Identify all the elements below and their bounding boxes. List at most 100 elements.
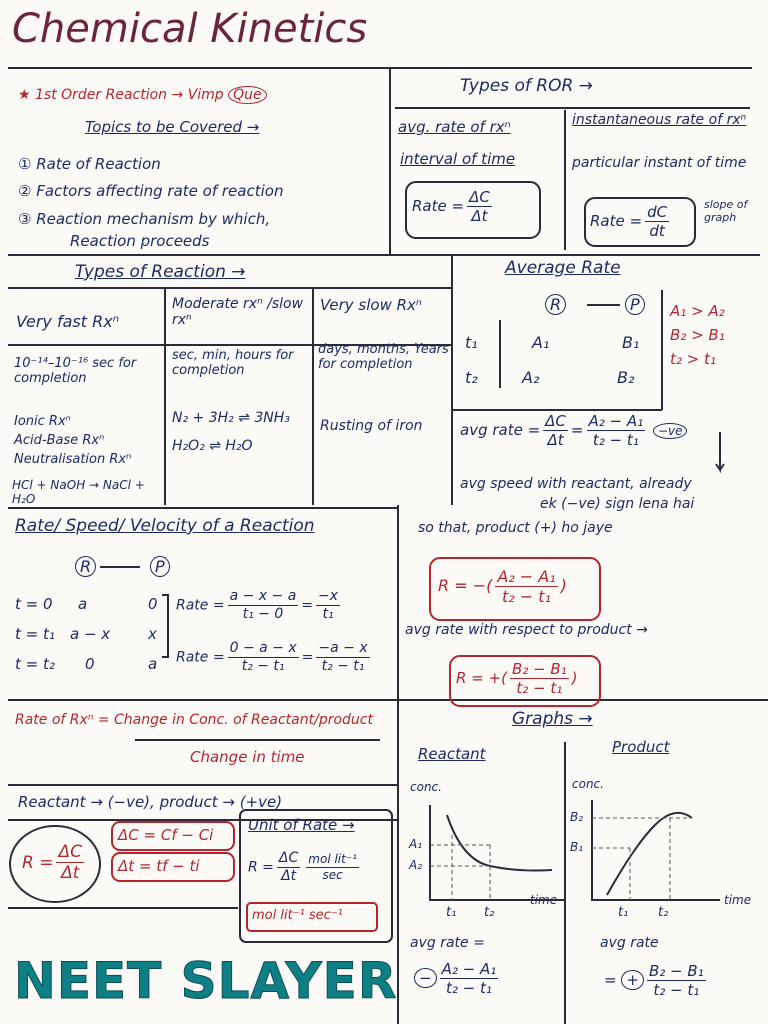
y-tick-label: A₁ xyxy=(409,837,423,851)
graph-avg-formula: − A₂ − A₁ t₂ − t₁ xyxy=(414,960,501,997)
species: P xyxy=(150,556,170,577)
formula-lhs: Rate = xyxy=(590,212,643,230)
completion-time: 10⁻¹⁴–10⁻¹⁶ sec for completion xyxy=(14,356,137,386)
unit-result-box xyxy=(246,902,378,932)
sign-convention: Reactant → (−ve), product → (+ve) xyxy=(18,793,283,811)
numerator: dC xyxy=(645,203,670,222)
formula-lhs: R = +( xyxy=(456,669,507,687)
fraction: a − x − a t₁ − 0 xyxy=(227,588,299,623)
fraction: −x t₁ xyxy=(316,588,341,623)
example: N₂ + 3H₂ ⇌ 3NH₃ xyxy=(172,410,290,426)
formula-box xyxy=(111,821,235,851)
y-label: conc. xyxy=(572,777,604,791)
graphs-title: Graphs → xyxy=(512,709,593,729)
product-note: avg rate with respect to product → xyxy=(405,622,648,638)
sign: −ve xyxy=(652,423,688,439)
relation: t₂ > t₁ xyxy=(670,350,716,368)
cell: a xyxy=(148,655,158,673)
fraction: ΔC Δt xyxy=(276,850,301,885)
fraction: dC dt xyxy=(645,203,670,240)
example: Neutralisation Rxⁿ xyxy=(14,452,132,467)
numerator: −x xyxy=(316,588,341,606)
ror-title: Types of ROR → xyxy=(460,76,593,96)
topics-title: Topics to be Covered → xyxy=(85,118,260,136)
numerator: ΔC xyxy=(543,412,568,431)
ror-inst-note: slope of graph xyxy=(704,198,748,224)
column-heading: Very fast Rxⁿ xyxy=(16,312,120,331)
x-tick-label: t₁ xyxy=(618,905,629,920)
definition-denominator: Change in time xyxy=(190,748,305,766)
species: R xyxy=(545,294,567,315)
equals: = xyxy=(570,421,584,439)
numerator: ΔC xyxy=(56,842,84,864)
rsv-title: Rate/ Speed/ Velocity of a Reaction xyxy=(15,516,315,536)
fraction: ΔC Δt xyxy=(543,412,568,449)
product-curve xyxy=(606,811,693,896)
bracket xyxy=(162,594,169,658)
column-heading: Moderate rxⁿ /slow rxⁿ xyxy=(172,296,304,328)
product-axes xyxy=(591,800,720,901)
denominator: t₂ − t₁ xyxy=(653,981,700,999)
reaction-types-title: Types of Reaction → xyxy=(75,262,246,282)
cell: t₁ xyxy=(465,333,478,352)
y-tick-label: B₂ xyxy=(570,810,584,824)
reactant-label: R xyxy=(545,294,567,315)
relation: A₁ > A₂ xyxy=(670,302,725,320)
reactant-label: R xyxy=(75,556,97,577)
fraction: 0 − a − x t₂ − t₁ xyxy=(227,640,299,675)
denominator: t₂ − t₁ xyxy=(445,979,492,997)
ror-avg-formula: Rate = ΔC Δt xyxy=(412,188,495,225)
formula-lhs: Rate = xyxy=(176,597,225,614)
avg-rate-title: Average Rate xyxy=(505,258,621,278)
denominator: t₂ − t₁ xyxy=(502,587,551,607)
fraction: B₂ − B₁ t₂ − t₁ xyxy=(509,660,569,697)
delta-t: Δt = tf − ti xyxy=(118,857,200,875)
numerator: A₂ − A₁ xyxy=(586,412,646,431)
unit-title: Unit of Rate → xyxy=(248,816,355,834)
topic: ① Rate of Reaction xyxy=(18,155,161,173)
species: P xyxy=(625,294,645,315)
y-tick-label: A₂ xyxy=(409,858,423,872)
denominator: dt xyxy=(649,222,665,240)
cell: a − x xyxy=(70,625,111,643)
sign: − xyxy=(414,968,437,988)
cell: 0 xyxy=(85,655,95,673)
denominator: Δt xyxy=(471,207,488,225)
reactant-rate-formula: R = −(A₂ − A₁ t₂ − t₁) xyxy=(438,567,567,606)
unit-formula: R = ΔC Δt mol lit⁻¹ sec xyxy=(248,850,362,885)
cell: a xyxy=(78,595,88,613)
denominator: t₂ − t₁ xyxy=(592,431,639,449)
denominator: t₂ − t₁ xyxy=(241,657,285,674)
page-title: Chemical Kinetics xyxy=(12,6,368,52)
intro-heading-text: ★ 1st Order Reaction → Vimp xyxy=(18,87,224,103)
cell: t = 0 xyxy=(15,595,53,613)
cell: 0 xyxy=(148,595,158,613)
cell: t₂ xyxy=(465,368,478,387)
cell: B₁ xyxy=(622,333,640,352)
formula-rhs: ) xyxy=(560,576,567,596)
numerator: mol lit⁻¹ xyxy=(306,852,359,868)
denominator: sec xyxy=(322,867,343,882)
badge: Que xyxy=(228,86,267,104)
graph-avg-rate: avg rate = xyxy=(410,935,485,951)
fraction: A₂ − A₁ t₂ − t₁ xyxy=(586,412,646,449)
completion-time: sec, min, hours for completion xyxy=(172,348,294,378)
numerator: a − x − a xyxy=(227,588,299,606)
product-label: P xyxy=(625,294,645,315)
sign: + xyxy=(621,970,644,990)
denominator: t₁ xyxy=(322,605,334,622)
denominator: Δt xyxy=(61,863,80,884)
x-label: time xyxy=(530,893,558,907)
y-label: conc. xyxy=(410,780,442,794)
watermark: NEET SLAYER xyxy=(13,952,398,1011)
formula-lhs: R = xyxy=(22,852,54,873)
ror-avg-text: interval of time xyxy=(400,150,516,168)
formula-rhs: ) xyxy=(571,669,578,687)
formula-lhs: Rate = xyxy=(176,649,225,666)
formula-box xyxy=(449,655,601,707)
example: Rusting of iron xyxy=(320,418,423,434)
denominator: Δt xyxy=(281,867,297,884)
